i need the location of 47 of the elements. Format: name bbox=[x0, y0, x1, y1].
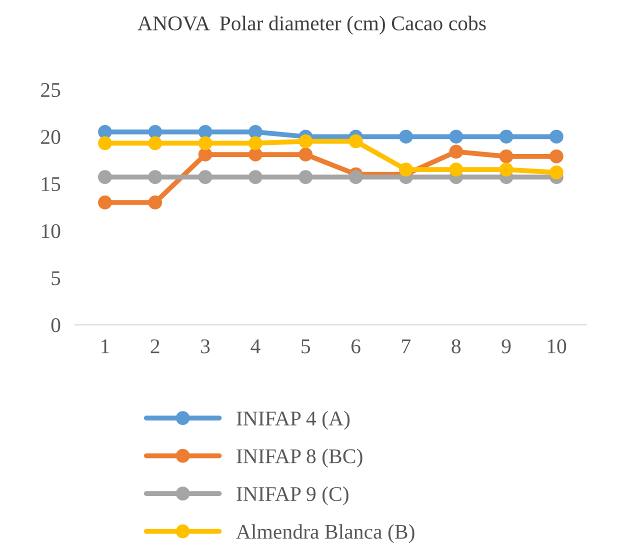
y-tick-label: 15 bbox=[42, 177, 60, 192]
point bbox=[298, 148, 313, 162]
point bbox=[348, 134, 363, 148]
y-tick-label: 20 bbox=[41, 130, 60, 144]
point bbox=[248, 170, 262, 184]
point bbox=[399, 130, 413, 144]
y-tick-label: 10 bbox=[42, 224, 60, 238]
x-tick-label: 1 bbox=[102, 339, 109, 354]
chart-title: ANOVA Polar diameter (cm) Cacao cobs bbox=[138, 16, 486, 35]
point bbox=[499, 149, 514, 164]
point bbox=[550, 149, 564, 164]
point bbox=[449, 130, 464, 144]
point bbox=[148, 170, 162, 184]
point bbox=[148, 196, 162, 210]
point bbox=[550, 130, 564, 144]
legend-label: INIFAP 9 (C) bbox=[236, 486, 348, 506]
y-tick-label: 25 bbox=[41, 83, 60, 98]
x-tick-label: 9 bbox=[502, 339, 511, 354]
point bbox=[298, 134, 313, 148]
x-tick-label: 6 bbox=[351, 339, 360, 354]
legend-label: INIFAP 4 (A) bbox=[236, 410, 350, 430]
point bbox=[98, 196, 112, 210]
point bbox=[98, 136, 112, 150]
point bbox=[399, 162, 413, 177]
point bbox=[298, 170, 313, 184]
y-tick-label: 5 bbox=[52, 271, 60, 286]
point bbox=[98, 170, 112, 184]
y-tick-label: 0 bbox=[51, 318, 60, 332]
x-tick-label: 10 bbox=[548, 339, 566, 354]
legend-label: INIFAP 8 (BC) bbox=[236, 448, 362, 468]
point bbox=[449, 162, 464, 177]
point bbox=[499, 162, 514, 177]
point bbox=[198, 136, 212, 150]
legend-label: Almendra Blanca (B) bbox=[236, 524, 414, 544]
x-tick-label: 3 bbox=[201, 339, 210, 354]
point bbox=[449, 144, 464, 159]
x-tick-label: 4 bbox=[250, 339, 260, 354]
x-tick-label: 7 bbox=[402, 340, 411, 354]
x-tick-label: 5 bbox=[302, 340, 310, 354]
x-tick-label: 8 bbox=[452, 339, 461, 354]
point bbox=[550, 165, 564, 180]
point bbox=[198, 170, 212, 184]
point bbox=[248, 136, 262, 150]
point bbox=[499, 130, 514, 144]
x-tick-label: 2 bbox=[150, 339, 160, 354]
point bbox=[348, 170, 363, 184]
point bbox=[148, 136, 162, 150]
